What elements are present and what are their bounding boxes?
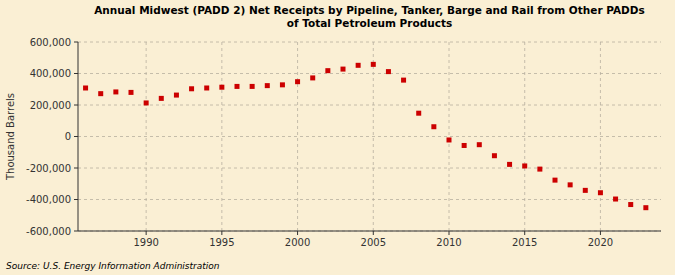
point bbox=[416, 111, 421, 116]
y-tick bbox=[74, 231, 78, 232]
y-tick bbox=[74, 136, 78, 137]
y-tick bbox=[74, 105, 78, 106]
x-tick-label: 2000 bbox=[285, 237, 310, 248]
x-tick-label: 2005 bbox=[361, 237, 386, 248]
point bbox=[583, 188, 588, 193]
points bbox=[83, 62, 648, 210]
point bbox=[189, 86, 194, 91]
y-tick-label: -400,000 bbox=[26, 194, 71, 205]
point bbox=[401, 78, 406, 83]
point bbox=[129, 90, 134, 95]
point bbox=[522, 163, 527, 168]
y-tick-label: 600,000 bbox=[30, 37, 71, 48]
y-tick bbox=[74, 199, 78, 200]
y-tick bbox=[74, 73, 78, 74]
chart: Annual Midwest (PADD 2) Net Receipts by … bbox=[0, 0, 675, 275]
x-tick bbox=[449, 231, 450, 235]
point bbox=[537, 167, 542, 172]
point bbox=[477, 142, 482, 147]
point bbox=[492, 153, 497, 158]
point bbox=[295, 79, 300, 84]
point bbox=[568, 182, 573, 187]
x-axis-line bbox=[78, 231, 661, 232]
point bbox=[219, 85, 224, 90]
x-grid-line bbox=[146, 42, 147, 231]
point bbox=[325, 68, 330, 73]
title: Annual Midwest (PADD 2) Net Receipts by … bbox=[94, 4, 645, 29]
x-tick bbox=[146, 231, 147, 235]
x-grid-line bbox=[297, 42, 298, 231]
x-tick-label: 2015 bbox=[512, 237, 537, 248]
x-tick bbox=[524, 231, 525, 235]
point bbox=[204, 85, 209, 90]
y-grid-line bbox=[78, 42, 661, 43]
x-tick bbox=[221, 231, 222, 235]
point bbox=[447, 137, 452, 142]
point bbox=[386, 69, 391, 74]
y-grid-line bbox=[78, 73, 661, 74]
y-grid-line bbox=[78, 199, 661, 200]
y-tick-label: 400,000 bbox=[30, 68, 71, 79]
grid bbox=[78, 42, 661, 231]
y-axis-line bbox=[78, 42, 79, 231]
y-tick-label: -200,000 bbox=[26, 163, 71, 174]
background bbox=[0, 0, 675, 275]
y-grid-line bbox=[78, 105, 661, 106]
y-tick bbox=[74, 168, 78, 169]
x-tick bbox=[600, 231, 601, 235]
y-tick bbox=[74, 42, 78, 43]
x-tick-label: 1990 bbox=[133, 237, 158, 248]
point bbox=[553, 178, 558, 183]
axes: -600,000 -400,000 -200,000 0 200,000 400,000 6… bbox=[26, 37, 661, 249]
x-tick bbox=[297, 231, 298, 235]
y-grid-line bbox=[78, 136, 661, 137]
point bbox=[628, 202, 633, 207]
point bbox=[250, 84, 255, 89]
point bbox=[144, 100, 149, 105]
point bbox=[341, 67, 346, 72]
title-line: of Total Petroleum Products bbox=[287, 17, 452, 29]
x-grid-line bbox=[221, 42, 222, 231]
title-line: Annual Midwest (PADD 2) Net Receipts by … bbox=[94, 4, 645, 16]
point bbox=[310, 75, 315, 80]
y-grid-line bbox=[78, 231, 661, 232]
point bbox=[431, 124, 436, 129]
point bbox=[265, 83, 270, 88]
x-grid-line bbox=[600, 42, 601, 231]
point bbox=[83, 85, 88, 90]
y-tick-label: -600,000 bbox=[26, 226, 71, 237]
point bbox=[507, 162, 512, 167]
point bbox=[598, 190, 603, 195]
point bbox=[113, 89, 118, 94]
x-grid-line bbox=[524, 42, 525, 231]
x-tick-label: 2010 bbox=[436, 237, 461, 248]
point bbox=[356, 63, 361, 68]
point bbox=[280, 82, 285, 87]
x-grid-line bbox=[373, 42, 374, 231]
point bbox=[371, 62, 376, 67]
point bbox=[613, 197, 618, 202]
point bbox=[643, 205, 648, 210]
x-tick-label: 1995 bbox=[209, 237, 234, 248]
y-axis-label: Thousand Barrels bbox=[5, 93, 16, 181]
y-tick-label: 200,000 bbox=[30, 100, 71, 111]
x-grid-line bbox=[449, 42, 450, 231]
x-tick-label: 2020 bbox=[588, 237, 613, 248]
point bbox=[174, 93, 179, 98]
x-tick bbox=[373, 231, 374, 235]
point bbox=[159, 96, 164, 101]
point bbox=[235, 84, 240, 89]
point bbox=[462, 143, 467, 148]
y-grid-line bbox=[78, 168, 661, 169]
point bbox=[98, 91, 103, 96]
annotation: Source: U.S. Energy Information Administ… bbox=[6, 261, 220, 271]
y-tick-label: 0 bbox=[65, 131, 71, 142]
